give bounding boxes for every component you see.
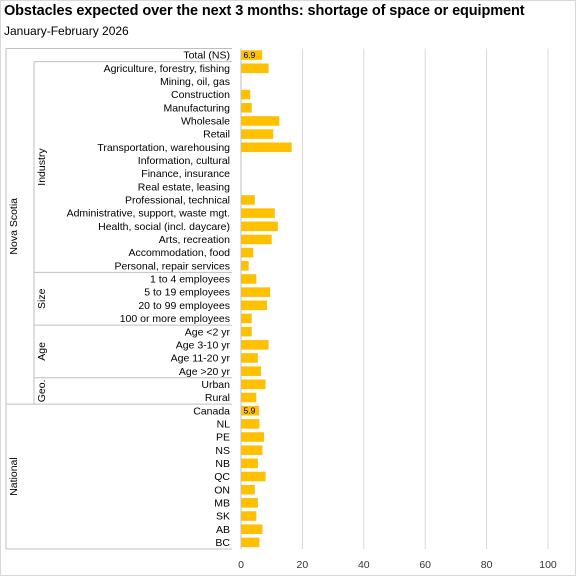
x-tick-label: 80 — [481, 559, 493, 571]
bar — [241, 102, 252, 113]
category-label: Transportation, warehousing — [97, 142, 230, 154]
data-label: 6.9 — [244, 50, 256, 60]
bar — [241, 234, 272, 245]
category-label: Administrative, support, waste mgt. — [67, 208, 230, 220]
bar — [241, 379, 266, 390]
category-label: Finance, insurance — [141, 168, 230, 180]
bar — [241, 340, 269, 350]
category-label: Personal, repair services — [114, 260, 230, 272]
x-tick-label: 40 — [358, 559, 370, 571]
category-label: Information, cultural — [138, 155, 230, 167]
data-label: 5.9 — [244, 406, 256, 416]
bar — [241, 300, 268, 311]
category-label: NS — [215, 445, 230, 457]
category-label: Agriculture, forestry, fishing — [104, 63, 231, 75]
bar — [241, 63, 269, 74]
bar — [241, 221, 278, 232]
category-label: Age 11-20 yr — [171, 353, 231, 365]
category-label: 5 to 19 employees — [144, 287, 230, 299]
category-label: Construction — [171, 89, 230, 101]
group-label: Geo. — [36, 380, 48, 403]
category-label: Total (NS) — [183, 50, 230, 62]
category-label: 100 or more employees — [120, 313, 230, 325]
category-label: Retail — [203, 129, 230, 141]
category-label: Urban — [201, 379, 230, 391]
bar — [241, 366, 261, 376]
outer-group-label: National — [8, 457, 20, 496]
x-tick-label: 60 — [419, 559, 431, 571]
bar — [241, 458, 258, 469]
bar — [241, 208, 275, 218]
category-label: NB — [215, 458, 230, 470]
category-label: Real estate, leasing — [138, 181, 230, 193]
chart-subtitle: January-February 2026 — [4, 24, 129, 38]
bar — [241, 537, 260, 548]
bar — [241, 498, 258, 508]
x-tick-label: 0 — [238, 559, 244, 571]
category-label: Age <2 yr — [185, 326, 231, 338]
bar — [241, 129, 274, 139]
bar — [241, 287, 271, 297]
bar — [241, 274, 257, 284]
chart-title: Obstacles expected over the next 3 month… — [4, 3, 525, 19]
category-label: Health, social (incl. daycare) — [98, 221, 230, 233]
category-label: QC — [214, 471, 230, 483]
category-label: ON — [214, 484, 230, 496]
bar — [241, 116, 280, 126]
bar — [241, 195, 255, 205]
group-label: Size — [36, 288, 48, 309]
category-label: Arts, recreation — [159, 234, 230, 246]
bar — [241, 419, 260, 429]
x-tick-label: 20 — [297, 559, 309, 571]
category-label: 20 to 99 employees — [138, 300, 230, 312]
category-label: MB — [214, 497, 230, 509]
category-label: Rural — [205, 392, 230, 404]
bar — [241, 142, 292, 153]
category-label: Manufacturing — [163, 102, 230, 114]
category-label: Accommodation, food — [128, 247, 230, 259]
bar — [241, 524, 263, 534]
bar — [241, 511, 257, 521]
category-label: AB — [216, 524, 230, 536]
bar — [241, 432, 265, 442]
bar — [241, 313, 252, 324]
bar — [241, 392, 257, 403]
group-label: Industry — [36, 148, 48, 186]
category-label: Age >20 yr — [179, 366, 231, 378]
bar — [241, 405, 260, 416]
category-label: Canada — [193, 405, 230, 417]
category-label: Age 3-10 yr — [176, 339, 231, 351]
category-label: SK — [216, 511, 230, 523]
bar — [241, 353, 258, 363]
x-tick-label: 100 — [539, 559, 557, 571]
outer-group-label: Nova Scotia — [8, 198, 20, 255]
bar — [241, 247, 254, 258]
category-label: Mining, oil, gas — [160, 76, 230, 88]
group-label: Age — [36, 342, 48, 361]
category-label: BC — [215, 537, 230, 549]
bar — [241, 89, 251, 100]
category-label: 1 to 4 employees — [150, 274, 230, 286]
bar — [241, 445, 263, 455]
bar — [241, 261, 249, 271]
bar — [241, 50, 263, 60]
bar — [241, 326, 252, 337]
category-label: PE — [216, 432, 230, 444]
bar — [241, 484, 255, 495]
bar — [241, 471, 266, 482]
category-label: Professional, technical — [125, 195, 230, 207]
category-label: Wholesale — [181, 116, 230, 128]
category-label: NL — [217, 418, 231, 430]
